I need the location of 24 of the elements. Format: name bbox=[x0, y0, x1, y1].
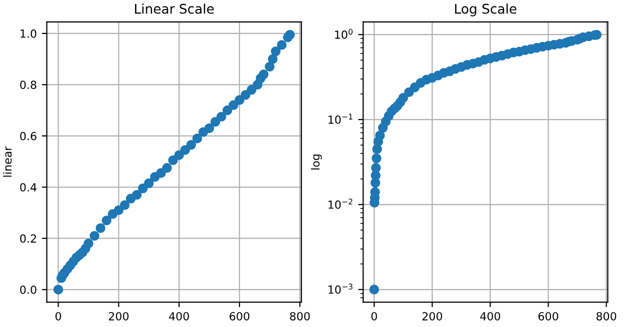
y-tick-label: 10$^{−1}$ bbox=[328, 114, 352, 124]
x-tick-label: 800 bbox=[290, 312, 310, 320]
y-tick-label: 10$^{−3}$ bbox=[328, 284, 352, 294]
y-tick-label: 0.4 bbox=[20, 183, 36, 192]
x-tick-label: 200 bbox=[108, 312, 129, 320]
x-tick-label: 600 bbox=[538, 312, 558, 320]
y-axis-title: linear bbox=[3, 146, 12, 177]
y-tick-label: 0.2 bbox=[20, 234, 36, 243]
chart-title: Linear Scale bbox=[135, 4, 214, 14]
x-tick-label: 200 bbox=[422, 312, 442, 320]
y-tick-label: 0.0 bbox=[20, 286, 36, 294]
y-tick-label: 10$^{−2}$ bbox=[328, 198, 352, 209]
x-tick-label: 400 bbox=[480, 312, 500, 320]
y-tick-label: 1.0 bbox=[20, 29, 36, 38]
y-axis-title: log bbox=[311, 154, 322, 170]
chart-title: Log Scale bbox=[455, 4, 516, 16]
x-tick-label: 0 bbox=[371, 312, 377, 320]
x-tick-label: 0 bbox=[55, 312, 62, 320]
y-tick-label: 0.6 bbox=[20, 132, 36, 140]
y-tick-label: 0.8 bbox=[20, 80, 36, 90]
y-tick-label: 10$^{0}$ bbox=[335, 28, 353, 39]
x-tick-label: 800 bbox=[596, 312, 616, 320]
x-tick-label: 600 bbox=[230, 312, 250, 320]
x-tick-label: 400 bbox=[169, 312, 189, 320]
